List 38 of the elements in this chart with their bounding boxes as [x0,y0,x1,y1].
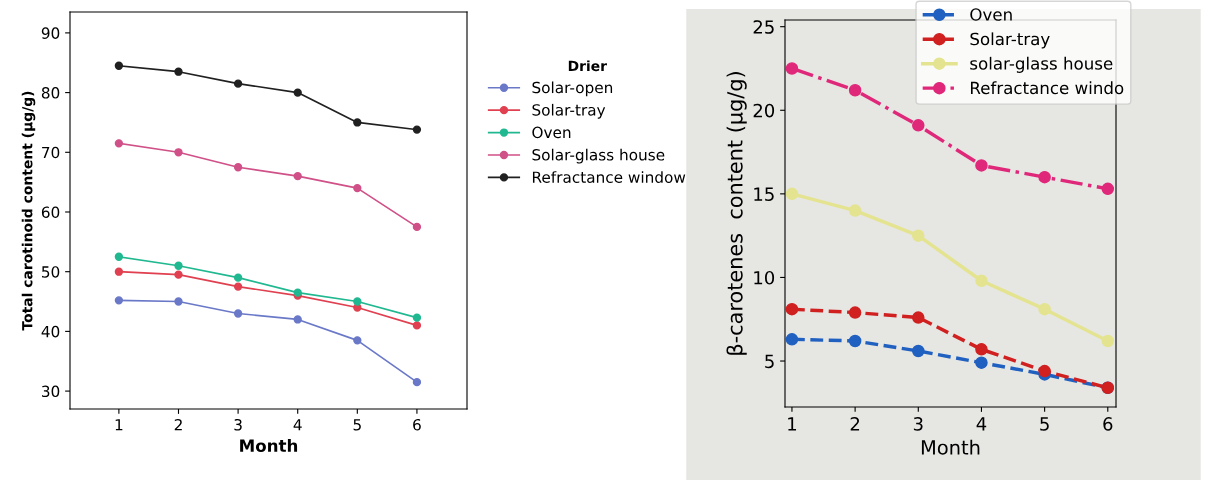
y-axis-title: Total carotinoid content (μg/g) [21,91,36,331]
x-tick-label: 6 [1103,417,1113,431]
y-tick-label: 20 [753,103,775,118]
y-tick-label: 5 [765,354,774,369]
x-tick-label: 3 [913,417,923,431]
legend-label: solar-glass house [970,56,1113,73]
y-tick-label: 60 [41,206,60,219]
legend-label: Solar-glass house [532,148,665,164]
x-tick-label: 4 [976,417,987,431]
y-tick-label: 30 [42,385,60,398]
x-axis-title: Month [921,439,980,455]
x-tick-label: 5 [353,419,361,431]
x-tick-label: 1 [115,419,123,431]
x-tick-label: 4 [293,419,302,431]
y-tick-label: 25 [753,20,774,34]
y-tick-label: 70 [42,146,60,159]
y-axis-title: β-carotenes content (μg/g) [726,72,747,355]
legend-label: Refractance windo [971,81,1124,95]
y-tick-label: 90 [41,27,60,39]
x-tick-label: 3 [234,418,242,431]
y-tick-label: 10 [754,270,775,285]
legend-label: Solar-tray [970,32,1050,49]
x-tick-label: 2 [850,417,860,431]
x-tick-label: 1 [788,417,797,431]
y-tick-label: 40 [41,325,60,338]
y-tick-label: 50 [42,266,60,278]
legend-label: Solar-open [532,81,613,97]
x-tick-label: 6 [413,418,421,431]
legend-label: Oven [532,126,571,139]
legend-label: Oven [970,8,1012,21]
legend-title: Drier [568,60,607,72]
legend-label: Refractance window [532,171,686,183]
legend-label: Solar-tray [532,103,606,119]
y-tick-label: 15 [754,187,774,201]
x-axis-title: Month [240,439,298,452]
x-tick-label: 2 [174,418,182,431]
x-tick-label: 5 [1040,417,1049,431]
y-tick-label: 80 [41,87,60,99]
